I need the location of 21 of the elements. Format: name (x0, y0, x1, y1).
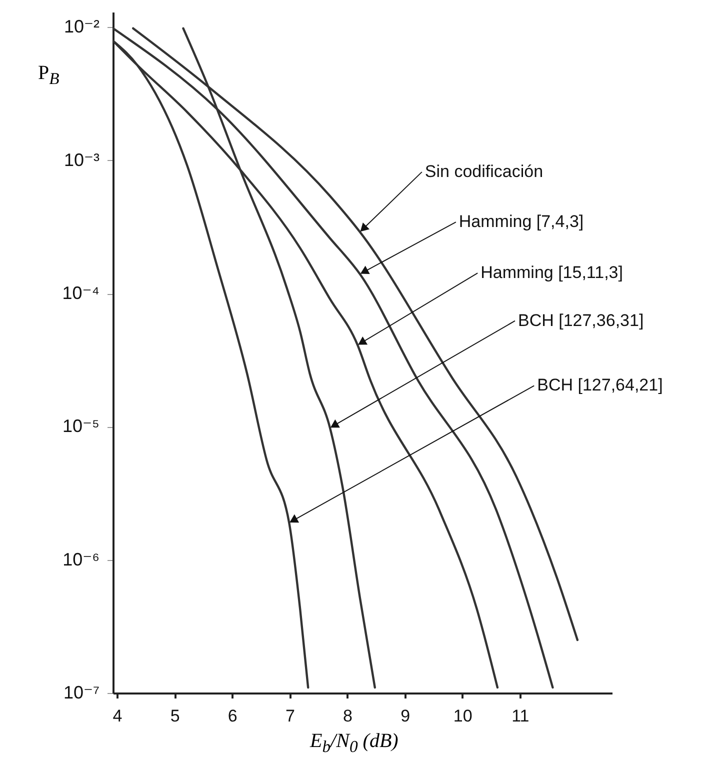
y-tick-label: 10⁻² (64, 16, 100, 37)
annotation: Hamming [15,11,3] (480, 263, 623, 282)
x-tick-label: 8 (343, 706, 352, 726)
y-tick-label: 10⁻⁴ (62, 283, 100, 304)
x-axis-title: E$_{b}$/N$_{0}$ (dB) (310, 730, 398, 757)
x-tick-label: 5 (170, 706, 180, 726)
annotation: BCH [127,64,21] (537, 376, 663, 395)
x-tick-label: 6 (228, 706, 238, 726)
y-tick-label: 10⁻³ (64, 150, 100, 170)
x-tick-label: 9 (400, 706, 410, 726)
annotation: Sin codificación (424, 162, 544, 181)
x-tick-label: 7 (285, 706, 295, 726)
annotation: BCH [127,36,31] (518, 310, 644, 330)
y-axis-title: P$_{B}$ (38, 62, 60, 89)
y-tick-label: 10⁻⁶ (62, 549, 100, 570)
x-tick-label: 10 (453, 706, 472, 726)
x-tick-label: 11 (512, 706, 530, 726)
annotation: Hamming [7,4,3] (458, 212, 584, 232)
y-tick-label: 10⁻⁵ (62, 416, 100, 436)
x-tick-label: 4 (112, 706, 122, 726)
y-tick-label: 10⁻⁷ (63, 682, 100, 702)
